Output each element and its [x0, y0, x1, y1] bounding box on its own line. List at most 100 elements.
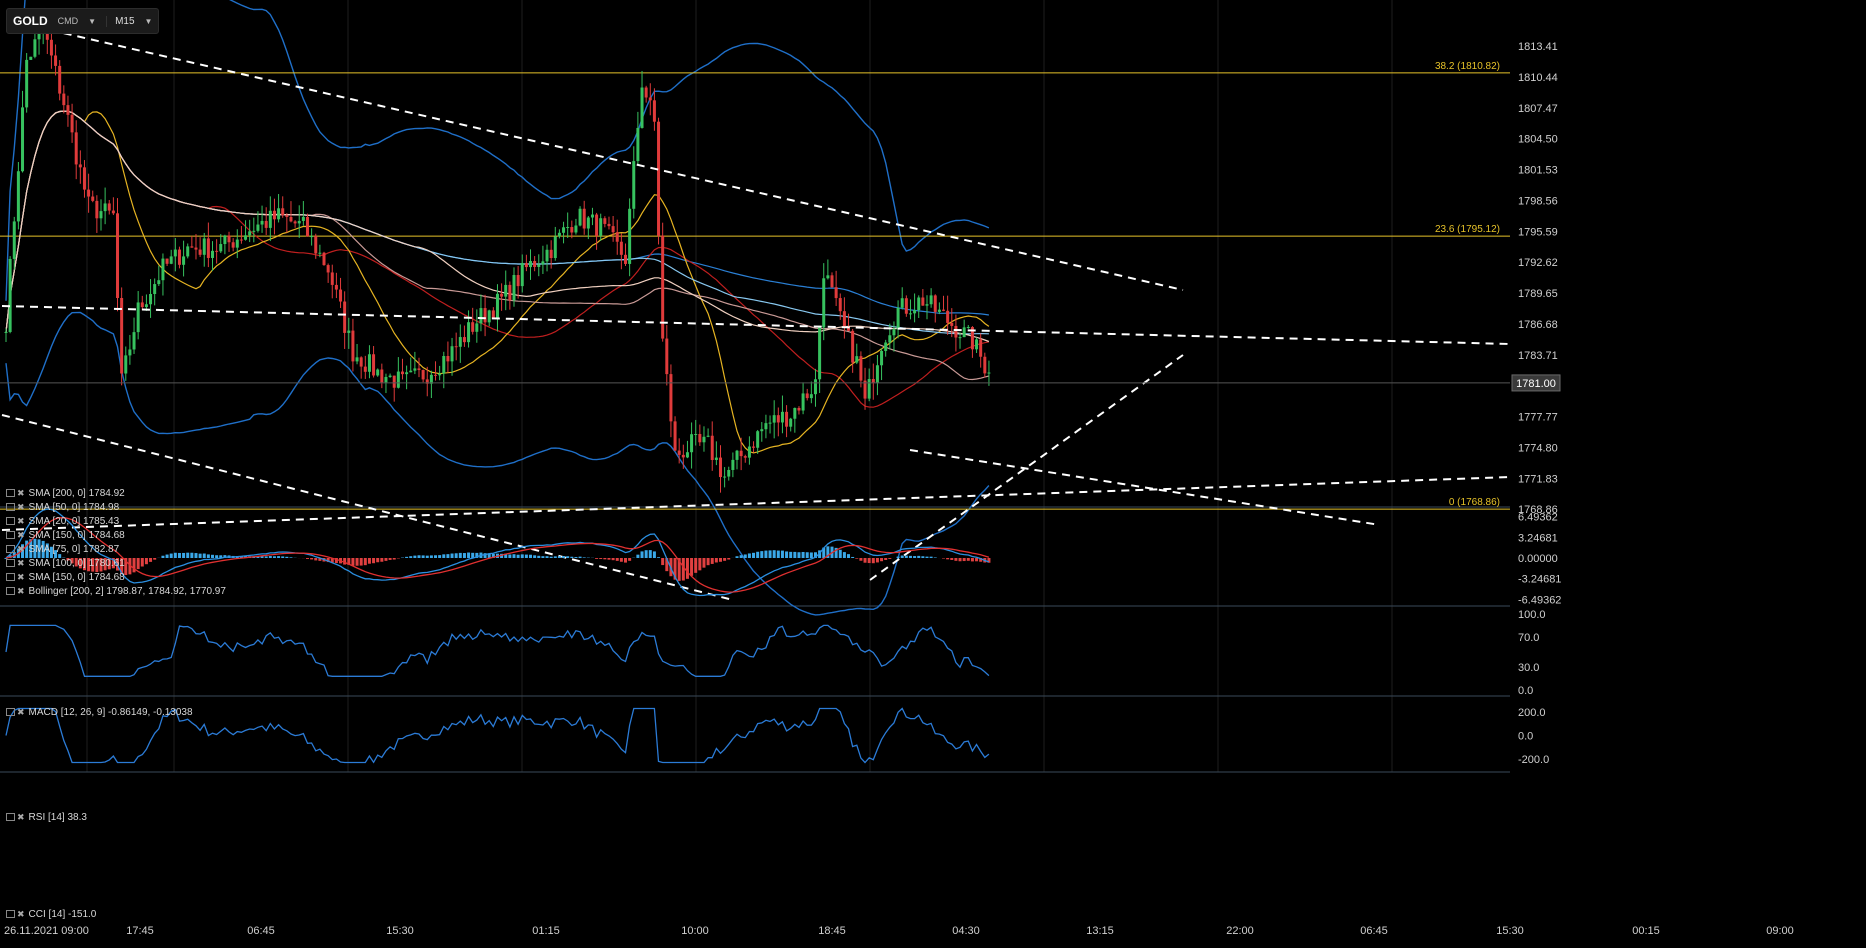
candle-body: [12, 221, 16, 259]
candle-body: [421, 370, 425, 380]
close-icon[interactable]: ✖: [17, 558, 25, 568]
candle-body: [880, 350, 884, 366]
indicator-legend-item[interactable]: ✖ SMA [150, 0] 1784.68: [6, 572, 125, 583]
macd-histogram-bar: [611, 558, 615, 561]
macd-histogram-bar: [41, 540, 45, 558]
close-icon[interactable]: ✖: [17, 909, 25, 919]
macd-histogram-bar: [826, 546, 830, 558]
settings-icon[interactable]: [6, 545, 15, 554]
current-price-label: 1781.00: [1516, 378, 1556, 390]
settings-icon[interactable]: [6, 517, 15, 526]
candle-body: [566, 227, 570, 229]
macd-histogram-bar: [54, 550, 58, 558]
trendlines[interactable]: [1, 29, 1511, 601]
close-icon[interactable]: ✖: [17, 516, 25, 526]
sma-75-line: [5, 110, 990, 381]
macd-histogram-bar: [29, 539, 33, 558]
candle-body: [979, 339, 983, 357]
subpanel-legend-item[interactable]: ✖ CCI [14] -151.0: [6, 909, 96, 920]
candle-body: [202, 238, 206, 255]
macd-histogram-bar: [607, 558, 611, 560]
macd-histogram-bar: [330, 558, 334, 563]
macd-histogram-bar: [648, 550, 652, 558]
close-icon[interactable]: ✖: [17, 812, 25, 822]
subpanel-legend-item[interactable]: ✖ RSI [14] 38.3: [6, 812, 87, 823]
settings-icon[interactable]: [6, 708, 15, 717]
candle-body: [177, 249, 181, 265]
close-icon[interactable]: ✖: [17, 488, 25, 498]
indicator-legend-item[interactable]: ✖ SMA [75, 0] 1782.87: [6, 544, 119, 555]
macd-histogram-bar: [603, 558, 607, 560]
settings-icon[interactable]: [6, 587, 15, 596]
candle-body: [405, 372, 409, 375]
time-tick-label: 15:30: [386, 925, 414, 937]
indicator-legend-item[interactable]: ✖ SMA [150, 0] 1784.68: [6, 530, 125, 541]
candle-body: [289, 216, 293, 222]
symbol-label[interactable]: GOLD: [13, 14, 48, 28]
macd-histogram-bar: [314, 558, 318, 561]
macd-line: [5, 508, 990, 597]
macd-histogram-bar: [574, 556, 578, 558]
bollinger-lower: [5, 311, 990, 616]
indicator-label: Bollinger [200, 2] 1798.87, 1784.92, 177…: [28, 586, 226, 597]
chevron-down-icon[interactable]: ▼: [144, 16, 153, 26]
macd-histogram-bar: [533, 555, 537, 558]
settings-icon[interactable]: [6, 559, 15, 568]
macd-histogram-bar: [595, 558, 599, 559]
chevron-down-icon[interactable]: ▼: [88, 16, 97, 26]
macd-histogram-bar: [491, 553, 495, 558]
candle-body: [49, 39, 53, 56]
settings-icon[interactable]: [6, 573, 15, 582]
instrument-type[interactable]: CMD: [57, 16, 79, 26]
macd-histogram-bar: [772, 550, 776, 558]
candle-body: [400, 371, 404, 375]
settings-icon[interactable]: [6, 531, 15, 540]
candle-body: [892, 329, 896, 336]
indicator-legend-item[interactable]: ✖ Bollinger [200, 2] 1798.87, 1784.92, 17…: [6, 586, 226, 597]
close-icon[interactable]: ✖: [17, 544, 25, 554]
macd-histogram-bar: [904, 555, 908, 558]
symbol-toolbar[interactable]: GOLD CMD ▼ M15 ▼: [6, 8, 160, 34]
timeframe-selector[interactable]: M15: [106, 15, 135, 27]
macd-histogram-bar: [933, 557, 937, 558]
close-icon[interactable]: ✖: [17, 530, 25, 540]
macd-histogram-bar: [37, 539, 41, 558]
candle-body: [896, 307, 900, 330]
subpanel-legend-item[interactable]: ✖ MACD [12, 26, 9] -0.86149, -0.13038: [6, 707, 193, 718]
indicator-legend-item[interactable]: ✖ SMA [20, 0] 1785.43: [6, 516, 119, 527]
close-icon[interactable]: ✖: [17, 572, 25, 582]
macd-panel: [4, 508, 991, 597]
macd-histogram-bar: [512, 554, 516, 558]
macd-histogram-bar: [702, 558, 706, 568]
settings-icon[interactable]: [6, 489, 15, 498]
close-icon[interactable]: ✖: [17, 707, 25, 717]
macd-histogram-bar: [537, 555, 541, 558]
candle-body: [54, 55, 58, 66]
settings-icon[interactable]: [6, 813, 15, 822]
indicator-legend-item[interactable]: ✖ SMA [200, 0] 1784.92: [6, 488, 125, 499]
candle-body: [685, 452, 689, 458]
indicator-legend-item[interactable]: ✖ SMA [50, 0] 1784.98: [6, 502, 119, 513]
candle-body: [305, 216, 309, 237]
settings-icon[interactable]: [6, 503, 15, 512]
macd-histogram-bar: [107, 558, 111, 570]
macd-histogram-bar: [219, 555, 223, 558]
macd-histogram-bar: [619, 558, 623, 562]
candle-body: [149, 293, 153, 305]
macd-histogram-bar: [211, 554, 214, 558]
macd-histogram-bar: [334, 558, 338, 564]
macd-histogram-bar: [975, 558, 979, 562]
macd-histogram-bar: [215, 555, 219, 558]
settings-icon[interactable]: [6, 910, 15, 919]
macd-histogram-bar: [747, 553, 751, 558]
close-icon[interactable]: ✖: [17, 586, 25, 596]
candle-body: [731, 459, 735, 470]
candle-body: [446, 356, 450, 362]
price-tick-label: 1795.59: [1518, 226, 1558, 238]
indicator-legend-item[interactable]: ✖ SMA [100, 0] 1780.61: [6, 558, 125, 569]
price-tick-label: 1786.68: [1518, 319, 1558, 331]
candle-body: [454, 346, 458, 348]
close-icon[interactable]: ✖: [17, 502, 25, 512]
macd-histogram-bar: [169, 553, 173, 558]
